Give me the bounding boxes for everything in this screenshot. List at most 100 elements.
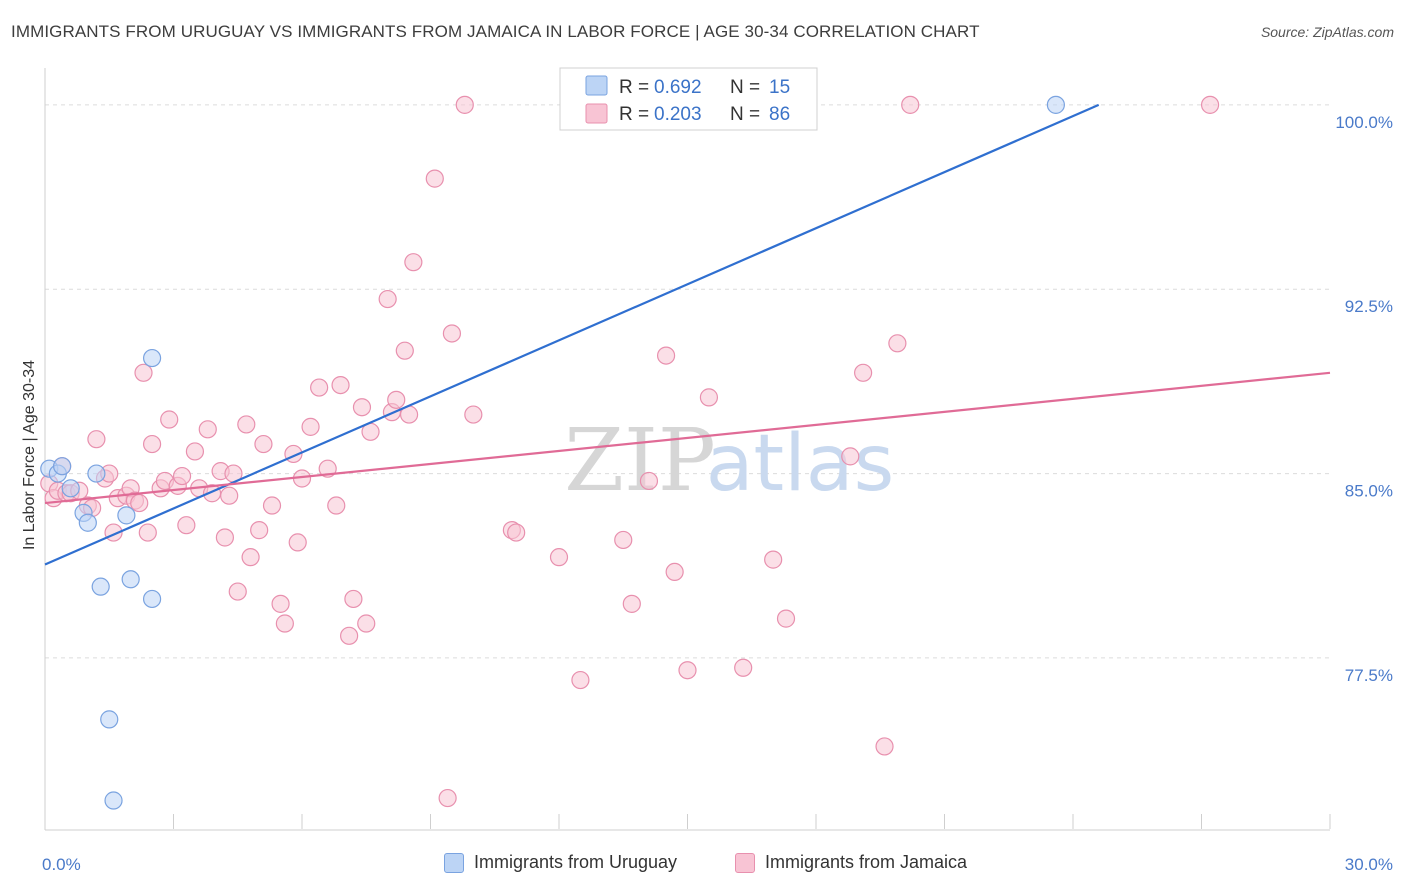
point-jamaica xyxy=(776,609,796,628)
point-uruguay xyxy=(61,479,80,498)
legend-r-value-uruguay: 0.692 xyxy=(654,77,702,98)
point-jamaica xyxy=(665,562,684,582)
point-jamaica xyxy=(352,398,372,417)
point-jamaica xyxy=(614,530,633,550)
point-jamaica xyxy=(455,95,474,114)
chart-title: IMMIGRANTS FROM URUGUAY VS IMMIGRANTS FR… xyxy=(11,22,980,41)
point-jamaica xyxy=(241,548,260,567)
x-tick-label: 30.0% xyxy=(1345,855,1393,874)
point-uruguay xyxy=(121,570,140,589)
point-jamaica xyxy=(901,95,920,114)
point-uruguay xyxy=(100,710,119,729)
y-tick-label: 100.0% xyxy=(1335,113,1393,132)
legend-n-label-jamaica: N = xyxy=(730,104,760,125)
point-jamaica xyxy=(622,594,641,613)
legend-swatch-jamaica xyxy=(585,103,608,124)
point-jamaica xyxy=(275,614,294,633)
legend-box: R = 0.692 N = 15 R = 0.203 N = 86 xyxy=(559,67,818,131)
bottom-legend-swatch-jamaica xyxy=(735,852,755,873)
point-jamaica xyxy=(327,496,346,515)
trend-line-jamaica xyxy=(44,371,1331,505)
point-jamaica xyxy=(888,334,907,353)
point-jamaica xyxy=(254,434,273,454)
x-tick-labels: 0.0% 30.0% xyxy=(42,855,1393,874)
legend-r-label-jamaica: R = xyxy=(619,104,649,125)
legend-r-value-jamaica: 0.203 xyxy=(654,104,702,125)
point-uruguay xyxy=(117,506,136,525)
source-label: Source: ZipAtlas.com xyxy=(1260,24,1394,40)
point-jamaica xyxy=(425,169,444,188)
point-jamaica xyxy=(395,341,414,360)
legend-r-label-uruguay: R = xyxy=(619,77,649,98)
point-jamaica xyxy=(262,496,282,515)
point-jamaica xyxy=(1200,95,1220,114)
y-axis-label: In Labor Force | Age 30-34 xyxy=(21,360,38,550)
point-jamaica xyxy=(344,589,363,609)
point-jamaica xyxy=(854,363,873,382)
bottom-legend-label-jamaica: Immigrants from Jamaica xyxy=(765,852,968,872)
point-jamaica xyxy=(198,420,217,439)
point-jamaica xyxy=(177,516,196,535)
point-jamaica xyxy=(172,466,192,486)
point-jamaica xyxy=(134,363,153,382)
grid-lines xyxy=(45,104,1330,659)
point-uruguay xyxy=(142,348,162,368)
series-uruguay-points xyxy=(40,95,1065,810)
point-jamaica xyxy=(639,471,659,491)
point-jamaica xyxy=(875,737,894,756)
point-jamaica xyxy=(357,614,376,633)
point-jamaica xyxy=(764,550,783,569)
point-jamaica xyxy=(250,521,269,540)
point-jamaica xyxy=(841,447,860,466)
point-jamaica xyxy=(442,324,462,343)
point-jamaica xyxy=(549,548,569,567)
bottom-legend-item-uruguay[interactable]: Immigrants from Uruguay xyxy=(444,852,677,873)
point-jamaica xyxy=(310,378,329,397)
axes xyxy=(44,68,1331,831)
point-jamaica xyxy=(138,523,157,542)
point-jamaica xyxy=(215,528,234,547)
point-uruguay xyxy=(53,457,72,476)
legend-n-value-uruguay: 15 xyxy=(769,77,790,98)
point-jamaica xyxy=(340,626,359,645)
point-jamaica xyxy=(220,486,239,505)
bottom-legend-item-jamaica[interactable]: Immigrants from Jamaica xyxy=(735,852,967,873)
point-uruguay xyxy=(1046,95,1065,114)
point-jamaica xyxy=(288,533,307,552)
point-jamaica xyxy=(404,253,423,272)
legend-swatch-uruguay xyxy=(585,75,608,96)
x-tick-label: 0.0% xyxy=(42,855,81,874)
point-jamaica xyxy=(571,670,590,690)
point-jamaica xyxy=(656,346,676,365)
y-tick-label: 92.5% xyxy=(1345,297,1393,316)
point-uruguay xyxy=(142,589,162,609)
point-jamaica xyxy=(142,434,162,454)
trend-lines xyxy=(44,103,1331,566)
y-tick-label: 85.0% xyxy=(1345,482,1393,501)
point-jamaica xyxy=(387,390,406,409)
point-jamaica xyxy=(228,582,247,601)
bottom-legend-label-uruguay: Immigrants from Uruguay xyxy=(474,852,678,872)
bottom-legend: Immigrants from Uruguay Immigrants from … xyxy=(0,852,1406,878)
point-jamaica xyxy=(678,661,697,680)
point-jamaica xyxy=(331,375,350,395)
y-tick-labels: 100.0% 92.5% 85.0% 77.5% xyxy=(1335,113,1393,685)
point-jamaica xyxy=(734,658,753,677)
point-uruguay xyxy=(104,791,123,810)
bottom-legend-swatch-uruguay xyxy=(444,852,464,873)
point-jamaica xyxy=(87,430,106,449)
point-uruguay xyxy=(78,513,97,532)
trend-line-uruguay xyxy=(44,103,1100,566)
point-jamaica xyxy=(160,410,179,429)
watermark-zip: ZIP xyxy=(564,411,716,511)
point-jamaica xyxy=(271,594,290,613)
point-jamaica xyxy=(378,289,397,309)
point-jamaica xyxy=(130,493,149,513)
legend-n-value-jamaica: 86 xyxy=(769,104,790,125)
point-jamaica xyxy=(185,442,205,461)
legend-n-label-uruguay: N = xyxy=(730,77,760,98)
point-jamaica xyxy=(464,405,483,424)
point-uruguay xyxy=(87,464,106,483)
point-jamaica xyxy=(301,417,320,436)
